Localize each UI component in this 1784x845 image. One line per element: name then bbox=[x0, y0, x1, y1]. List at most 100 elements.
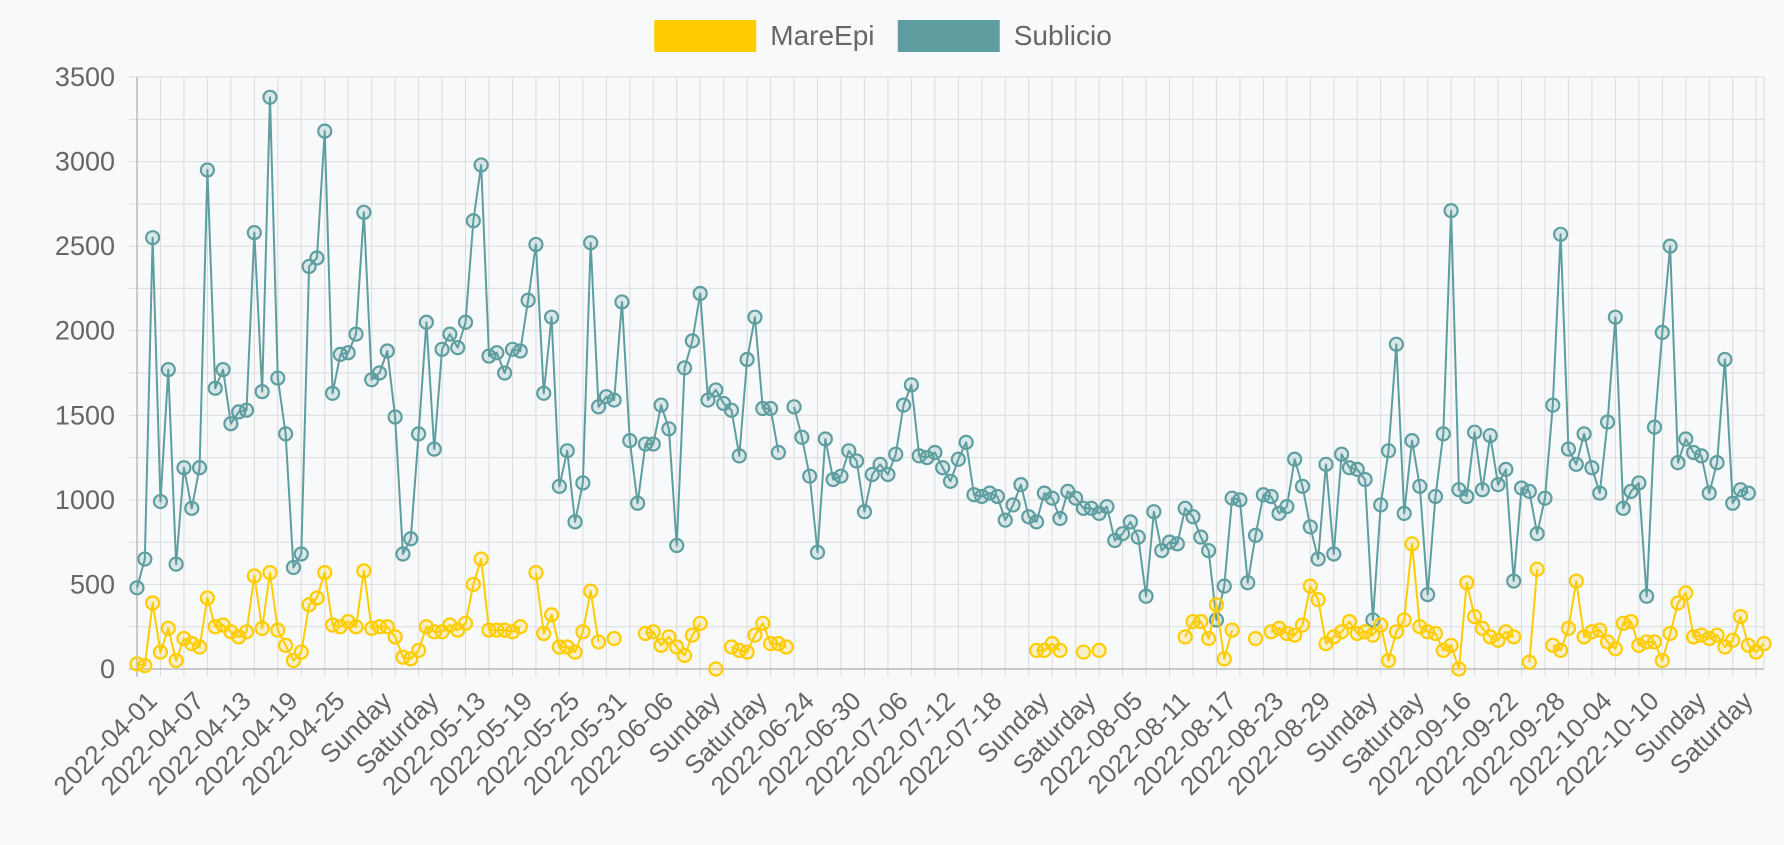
data-point-mareepi[interactable] bbox=[1334, 624, 1350, 640]
data-point-mareepi[interactable] bbox=[590, 634, 607, 650]
data-point-sublicio[interactable] bbox=[1302, 519, 1318, 535]
data-point-mareepi[interactable] bbox=[1287, 627, 1303, 643]
data-point-sublicio[interactable] bbox=[747, 309, 763, 325]
data-point-sublicio[interactable] bbox=[1216, 578, 1232, 594]
data-point-sublicio[interactable] bbox=[1114, 526, 1131, 542]
data-point-mareepi[interactable] bbox=[254, 620, 270, 637]
data-point-sublicio[interactable] bbox=[833, 468, 849, 484]
data-point-sublicio[interactable] bbox=[1028, 514, 1045, 530]
data-point-sublicio[interactable] bbox=[1474, 482, 1491, 498]
data-point-mareepi[interactable] bbox=[191, 639, 208, 655]
chart-legend[interactable]: MareEpi Sublicio bbox=[654, 20, 1112, 52]
data-point-mareepi[interactable] bbox=[676, 647, 693, 664]
data-point-sublicio[interactable] bbox=[1709, 455, 1725, 471]
data-point-mareepi[interactable] bbox=[1607, 641, 1623, 657]
data-point-mareepi[interactable] bbox=[418, 619, 435, 635]
data-point-sublicio[interactable] bbox=[739, 351, 755, 368]
data-point-mareepi[interactable] bbox=[1357, 624, 1373, 640]
data-point-sublicio[interactable] bbox=[653, 397, 669, 413]
data-point-sublicio[interactable] bbox=[1435, 426, 1451, 442]
data-point-sublicio[interactable] bbox=[278, 426, 294, 442]
data-point-sublicio[interactable] bbox=[497, 365, 513, 381]
data-point-sublicio[interactable] bbox=[849, 453, 865, 469]
data-point-sublicio[interactable] bbox=[841, 443, 857, 459]
data-point-sublicio[interactable] bbox=[1201, 542, 1217, 559]
data-point-mareepi[interactable] bbox=[442, 617, 458, 633]
data-point-sublicio[interactable] bbox=[152, 493, 169, 510]
data-point-mareepi[interactable] bbox=[1678, 585, 1694, 601]
data-point-sublicio[interactable] bbox=[1365, 612, 1381, 628]
data-point-mareepi[interactable] bbox=[184, 636, 200, 652]
data-point-sublicio[interactable] bbox=[856, 504, 873, 520]
data-point-sublicio[interactable] bbox=[1639, 588, 1655, 604]
data-point-sublicio[interactable] bbox=[1021, 509, 1037, 525]
data-point-sublicio[interactable] bbox=[1388, 336, 1404, 352]
data-point-mareepi[interactable] bbox=[1560, 620, 1577, 637]
data-point-sublicio[interactable] bbox=[1130, 529, 1146, 545]
data-point-sublicio[interactable] bbox=[324, 385, 341, 401]
data-point-sublicio[interactable] bbox=[1498, 461, 1514, 478]
data-point-sublicio[interactable] bbox=[1646, 419, 1663, 435]
data-point-mareepi[interactable] bbox=[739, 644, 755, 660]
data-point-sublicio[interactable] bbox=[1247, 527, 1264, 543]
data-point-sublicio[interactable] bbox=[1466, 424, 1483, 440]
data-point-sublicio[interactable] bbox=[1529, 526, 1545, 542]
data-point-mareepi[interactable] bbox=[270, 622, 286, 638]
data-point-sublicio[interactable] bbox=[802, 468, 818, 484]
data-point-sublicio[interactable] bbox=[731, 448, 747, 464]
data-point-sublicio[interactable] bbox=[1592, 485, 1608, 501]
data-point-mareepi[interactable] bbox=[1592, 622, 1608, 638]
data-point-sublicio[interactable] bbox=[1169, 536, 1185, 552]
data-point-mareepi[interactable] bbox=[223, 624, 239, 640]
data-point-mareepi[interactable] bbox=[1623, 614, 1639, 630]
data-point-mareepi[interactable] bbox=[708, 661, 724, 677]
data-point-mareepi[interactable] bbox=[309, 590, 325, 606]
data-point-sublicio[interactable] bbox=[1138, 588, 1154, 604]
data-point-sublicio[interactable] bbox=[481, 348, 497, 364]
data-point-sublicio[interactable] bbox=[403, 531, 419, 547]
data-point-sublicio[interactable] bbox=[285, 559, 302, 576]
data-point-mareepi[interactable] bbox=[1412, 619, 1428, 635]
data-point-mareepi[interactable] bbox=[692, 615, 708, 631]
data-point-mareepi[interactable] bbox=[606, 630, 622, 647]
data-point-sublicio[interactable] bbox=[669, 537, 685, 554]
data-point-mareepi[interactable] bbox=[1373, 617, 1389, 633]
data-point-mareepi[interactable] bbox=[473, 551, 489, 567]
data-point-sublicio[interactable] bbox=[379, 343, 395, 359]
data-point-sublicio[interactable] bbox=[1287, 451, 1303, 467]
data-point-mareepi[interactable] bbox=[152, 644, 169, 660]
data-point-sublicio[interactable] bbox=[692, 285, 708, 302]
data-point-mareepi[interactable] bbox=[356, 563, 372, 579]
data-point-sublicio[interactable] bbox=[1357, 471, 1373, 488]
data-point-sublicio[interactable] bbox=[176, 460, 192, 476]
data-point-sublicio[interactable] bbox=[450, 340, 466, 356]
data-point-sublicio[interactable] bbox=[1412, 478, 1428, 494]
data-point-mareepi[interactable] bbox=[1662, 625, 1678, 642]
data-point-sublicio[interactable] bbox=[895, 397, 912, 413]
data-point-sublicio[interactable] bbox=[1662, 238, 1678, 254]
data-point-sublicio[interactable] bbox=[974, 488, 990, 505]
data-point-mareepi[interactable] bbox=[770, 636, 787, 652]
data-point-sublicio[interactable] bbox=[1560, 441, 1577, 457]
data-point-sublicio[interactable] bbox=[614, 294, 630, 310]
data-point-sublicio[interactable] bbox=[1654, 324, 1670, 341]
data-point-mareepi[interactable] bbox=[1091, 642, 1107, 658]
data-point-mareepi[interactable] bbox=[575, 624, 591, 640]
data-point-mareepi[interactable] bbox=[1388, 624, 1404, 640]
data-point-sublicio[interactable] bbox=[1240, 575, 1256, 591]
data-point-sublicio[interactable] bbox=[1490, 477, 1506, 493]
data-point-sublicio[interactable] bbox=[1146, 504, 1162, 520]
data-point-sublicio[interactable] bbox=[395, 546, 411, 562]
data-point-sublicio[interactable] bbox=[645, 436, 661, 452]
data-point-mareepi[interactable] bbox=[755, 615, 771, 631]
data-point-sublicio[interactable] bbox=[145, 230, 161, 246]
data-point-sublicio[interactable] bbox=[340, 345, 356, 361]
data-point-sublicio[interactable] bbox=[1013, 477, 1029, 493]
data-point-sublicio[interactable] bbox=[1373, 497, 1389, 513]
data-point-sublicio[interactable] bbox=[551, 478, 567, 494]
data-point-sublicio[interactable] bbox=[1537, 490, 1553, 506]
data-point-mareepi[interactable] bbox=[1341, 614, 1358, 630]
data-point-mareepi[interactable] bbox=[1451, 661, 1467, 677]
data-point-sublicio[interactable] bbox=[1459, 488, 1475, 505]
data-point-mareepi[interactable] bbox=[1216, 651, 1232, 667]
